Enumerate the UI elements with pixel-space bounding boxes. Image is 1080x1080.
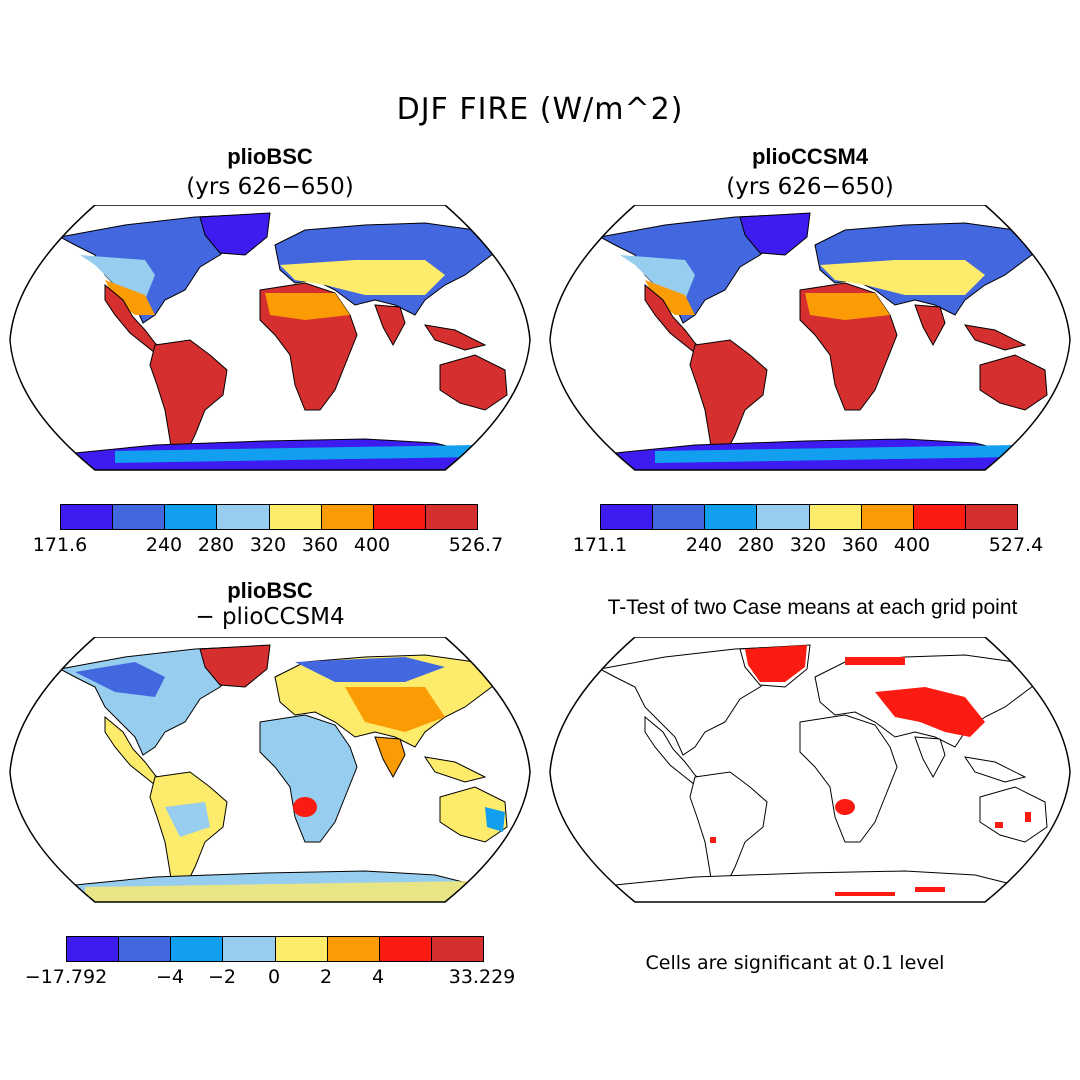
colorbar-swatch bbox=[171, 937, 224, 961]
colorbar-swatch bbox=[61, 505, 114, 529]
panel-d-map bbox=[549, 637, 1071, 903]
panel-b-colorbar bbox=[600, 504, 1018, 530]
colorbar-tick-label: 320 bbox=[789, 534, 827, 556]
colorbar-swatch bbox=[653, 505, 706, 529]
colorbar-tick-label: 171.1 bbox=[572, 534, 628, 556]
panel-a-title: plioBSC bbox=[227, 144, 313, 169]
colorbar-swatch bbox=[119, 937, 172, 961]
colorbar-tick-label: 280 bbox=[197, 534, 235, 556]
colorbar-swatch bbox=[431, 937, 483, 961]
colorbar-swatch bbox=[269, 505, 322, 529]
colorbar-tick-label: 33.229 bbox=[448, 966, 516, 988]
colorbar-tick-label: −4 bbox=[155, 966, 185, 988]
panel-b-subtitle: (yrs 626−650) bbox=[726, 174, 894, 200]
colorbar-swatch bbox=[217, 505, 270, 529]
colorbar-tick-label: 240 bbox=[685, 534, 723, 556]
panel-a-colorbar bbox=[60, 504, 478, 530]
panel-a-colorbar-labels: 171.6 240 280 320 360 400 526.7 bbox=[33, 534, 503, 560]
colorbar-swatch bbox=[321, 505, 374, 529]
colorbar-swatch bbox=[275, 937, 328, 961]
colorbar-tick-label: 280 bbox=[737, 534, 775, 556]
colorbar-swatch bbox=[965, 505, 1017, 529]
colorbar-swatch bbox=[913, 505, 966, 529]
colorbar-swatch bbox=[379, 937, 432, 961]
panel-c-subtitle: − plioCCSM4 bbox=[195, 604, 345, 630]
colorbar-swatch bbox=[327, 937, 380, 961]
colorbar-tick-label: 2 bbox=[319, 966, 333, 988]
panel-c-map bbox=[9, 637, 531, 903]
colorbar-tick-label: −17.792 bbox=[24, 966, 108, 988]
main-title: DJF FIRE (W/m^2) bbox=[396, 92, 684, 127]
colorbar-swatch bbox=[705, 505, 758, 529]
panel-c-title: plioBSC bbox=[227, 578, 313, 603]
significance-note: Cells are significant at 0.1 level bbox=[645, 952, 945, 974]
colorbar-swatch bbox=[601, 505, 654, 529]
colorbar-swatch bbox=[67, 937, 120, 961]
colorbar-tick-label: 526.7 bbox=[448, 534, 504, 556]
colorbar-tick-label: 360 bbox=[841, 534, 879, 556]
colorbar-tick-label: 400 bbox=[893, 534, 931, 556]
colorbar-tick-label: 400 bbox=[353, 534, 391, 556]
panel-b-colorbar-labels: 171.1 240 280 320 360 400 527.4 bbox=[573, 534, 1043, 560]
colorbar-swatch bbox=[425, 505, 477, 529]
colorbar-swatch bbox=[809, 505, 862, 529]
colorbar-tick-label: 240 bbox=[145, 534, 183, 556]
panel-c-colorbar-labels: −17.792 −4 −2 0 2 4 33.229 bbox=[25, 966, 515, 992]
colorbar-swatch bbox=[113, 505, 166, 529]
colorbar-swatch bbox=[373, 505, 426, 529]
panel-b-title: plioCCSM4 bbox=[751, 144, 869, 169]
colorbar-tick-label: 527.4 bbox=[988, 534, 1044, 556]
colorbar-tick-label: 360 bbox=[301, 534, 339, 556]
panel-d-title: T-Test of two Case means at each grid po… bbox=[607, 596, 1018, 619]
panel-a-subtitle: (yrs 626−650) bbox=[186, 174, 354, 200]
colorbar-tick-label: 0 bbox=[267, 966, 281, 988]
colorbar-tick-label: 171.6 bbox=[32, 534, 88, 556]
panel-a-map bbox=[9, 205, 531, 471]
panel-b-map bbox=[549, 205, 1071, 471]
colorbar-swatch bbox=[757, 505, 810, 529]
colorbar-swatch bbox=[861, 505, 914, 529]
colorbar-swatch bbox=[165, 505, 218, 529]
panel-c-colorbar bbox=[66, 936, 484, 962]
colorbar-tick-label: 4 bbox=[371, 966, 385, 988]
colorbar-swatch bbox=[223, 937, 276, 961]
colorbar-tick-label: −2 bbox=[207, 966, 237, 988]
colorbar-tick-label: 320 bbox=[249, 534, 287, 556]
